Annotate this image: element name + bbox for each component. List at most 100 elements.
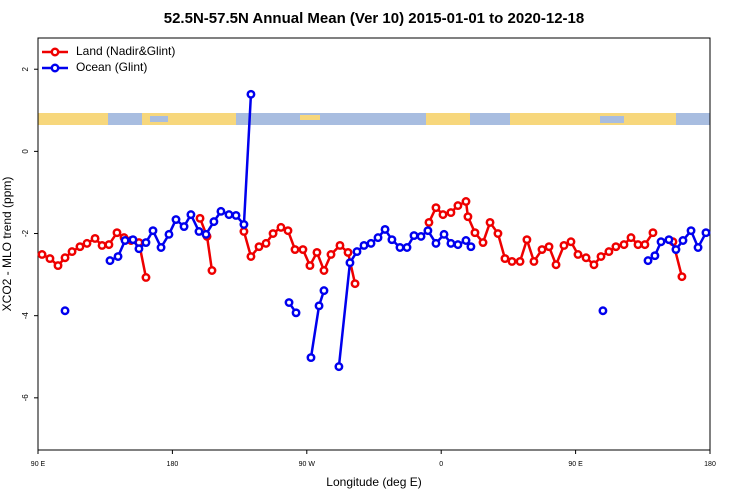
data-point (120, 236, 130, 245)
x-tick-label: 180 (704, 461, 716, 468)
data-point (677, 272, 687, 282)
data-point (395, 243, 405, 252)
data-point (566, 237, 576, 247)
data-point (366, 238, 376, 248)
data-point (246, 252, 256, 261)
data-point (373, 233, 383, 243)
y-tick-label: -6 (21, 394, 30, 402)
data-point (284, 298, 294, 307)
data-point (319, 266, 329, 275)
data-point (298, 245, 308, 254)
data-point (268, 229, 278, 238)
x-tick-label: 90 E (568, 461, 583, 468)
data-point (463, 212, 473, 222)
data-point (231, 211, 241, 220)
data-point (431, 238, 441, 248)
data-point (453, 201, 463, 211)
data-point (335, 240, 345, 250)
surface-strip (38, 113, 710, 125)
data-point (290, 245, 300, 254)
data-point (424, 217, 434, 227)
x-tick-label: 90 E (31, 461, 46, 468)
data-point (37, 250, 47, 259)
legend-marker (50, 63, 60, 73)
data-point (306, 353, 316, 363)
data-point (544, 242, 554, 252)
data-point (589, 260, 599, 270)
data-point (604, 247, 614, 257)
x-tick-label: 90 W (299, 461, 316, 468)
series-line (427, 199, 654, 269)
data-point (60, 253, 70, 263)
data-point (134, 244, 144, 254)
data-point (345, 258, 355, 268)
data-point (640, 240, 650, 250)
data-point (461, 197, 471, 206)
data-point (387, 235, 397, 245)
data-point (493, 229, 503, 238)
data-point (551, 260, 561, 270)
data-point (626, 233, 636, 243)
data-point (648, 228, 658, 238)
data-point (319, 286, 329, 296)
data-point (431, 203, 441, 213)
data-point (423, 226, 433, 236)
data-point (581, 253, 591, 263)
data-point (305, 261, 315, 271)
data-point (380, 224, 390, 234)
data-point (409, 231, 419, 241)
data-point (67, 247, 77, 257)
data-point (352, 247, 362, 257)
y-tick-label: -2 (21, 229, 30, 237)
data-point (598, 306, 608, 316)
data-point (53, 261, 63, 271)
data-point (611, 242, 621, 252)
data-point (195, 213, 205, 223)
data-point (194, 227, 204, 236)
data-point (664, 235, 674, 245)
data-point (686, 226, 696, 236)
data-point (439, 229, 449, 239)
data-point (148, 226, 158, 236)
series-line (309, 290, 326, 358)
data-point (312, 247, 322, 257)
data-point (650, 251, 660, 261)
data-point (105, 256, 115, 266)
data-point (470, 228, 480, 238)
data-point (141, 273, 151, 282)
data-point (693, 243, 703, 252)
data-point (643, 256, 653, 266)
data-point (291, 308, 301, 318)
y-tick-label: -4 (21, 312, 30, 320)
data-point (283, 226, 293, 236)
data-point (45, 254, 55, 264)
series-line (242, 225, 357, 284)
data-point (500, 254, 510, 264)
data-point (171, 215, 181, 225)
data-point (359, 240, 369, 250)
legend-marker (50, 47, 60, 57)
data-point (314, 301, 324, 311)
data-point (201, 229, 211, 239)
data-point (461, 236, 471, 245)
data-point (573, 250, 583, 259)
data-point (75, 242, 85, 252)
data-point (438, 210, 448, 220)
data-point (141, 238, 151, 248)
y-tick-label: 2 (21, 66, 30, 71)
data-point (261, 238, 271, 248)
data-point (334, 362, 344, 372)
x-tick-label: 180 (167, 461, 179, 468)
data-point (246, 89, 256, 99)
data-point (529, 257, 539, 266)
data-point (485, 217, 495, 227)
data-point (326, 250, 336, 259)
data-point (254, 242, 264, 252)
data-point (207, 266, 217, 275)
data-point (446, 238, 456, 248)
data-point (156, 243, 166, 252)
data-point (596, 252, 606, 261)
data-point (209, 217, 219, 227)
plot-frame (37, 37, 711, 451)
